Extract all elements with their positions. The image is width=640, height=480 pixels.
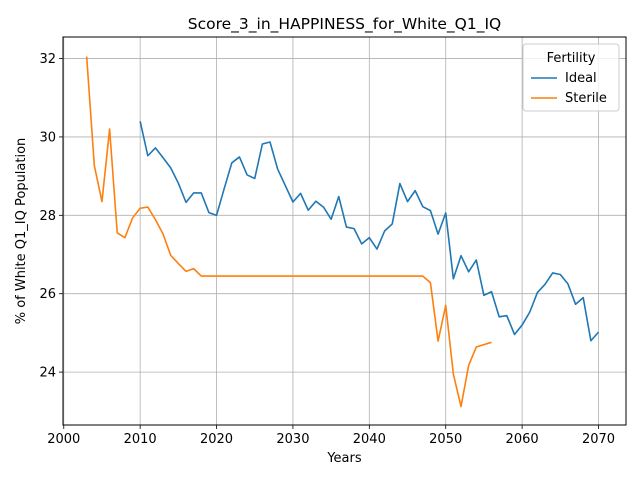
y-tick-label: 30: [39, 130, 56, 145]
x-axis: 2000 2010 2020 2030 2040 2050 2060 2070: [47, 425, 615, 447]
y-axis: 24 26 28 30 32: [39, 52, 63, 381]
plot-frame: [62, 36, 627, 426]
y-tick-label: 28: [39, 209, 56, 224]
y-axis-label: % of White Q1_IQ Population: [14, 138, 29, 325]
legend-box: [522, 43, 620, 112]
x-tick-label: 2030: [276, 432, 309, 447]
legend-title: Fertility: [547, 51, 596, 66]
legend: Fertility Ideal Sterile: [522, 43, 620, 112]
x-tick-label: 2060: [506, 432, 539, 447]
x-tick-label: 2010: [124, 432, 157, 447]
series-layer: [85, 56, 600, 408]
y-tick-label: 26: [39, 287, 56, 302]
x-tick-label: 2000: [47, 432, 80, 447]
y-tick-label: 24: [39, 366, 56, 381]
x-axis-label: Years: [326, 451, 362, 466]
x-tick-label: 2020: [200, 432, 233, 447]
x-tick-label: 2050: [429, 432, 462, 447]
legend-entry-sterile: Sterile: [565, 91, 607, 106]
x-tick-label: 2040: [353, 432, 386, 447]
series-line-sterile: [85, 56, 492, 408]
legend-entry-ideal: Ideal: [565, 71, 597, 86]
x-tick-label: 2070: [582, 432, 615, 447]
series-line-ideal: [139, 121, 600, 342]
chart-title: Score_3_in_HAPPINESS_for_White_Q1_IQ: [188, 15, 501, 34]
y-tick-label: 32: [39, 52, 56, 67]
